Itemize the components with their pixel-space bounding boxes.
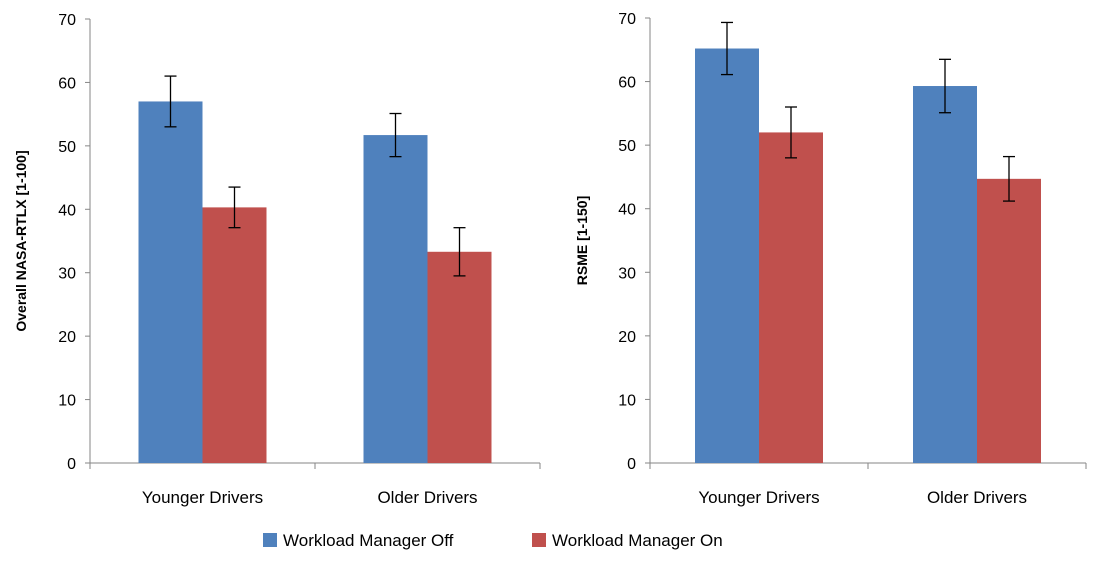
legend-entry: Workload Manager On <box>532 531 723 550</box>
y-tick-label: 40 <box>618 202 636 219</box>
y-tick-label: 30 <box>618 265 636 282</box>
bar <box>759 132 823 463</box>
y-tick-label: 10 <box>58 393 76 410</box>
legend-label: Workload Manager Off <box>283 531 454 550</box>
legend-label: Workload Manager On <box>552 531 723 550</box>
legend-swatch <box>532 533 546 547</box>
y-tick-label: 70 <box>618 11 636 28</box>
y-tick-label: 20 <box>618 329 636 346</box>
bar <box>363 135 428 463</box>
y-axis-label: RSME [1-150] <box>574 196 590 285</box>
bar <box>913 86 977 464</box>
legend-entry: Workload Manager Off <box>263 531 454 550</box>
y-tick-label: 30 <box>58 266 76 283</box>
bar <box>977 178 1041 464</box>
chart-rsme: 0 10 20 30 40 50 60 70 Younger Drivers Older Driv… <box>574 11 1087 507</box>
y-tick-label: 50 <box>618 138 636 155</box>
y-tick-label: 20 <box>58 329 76 346</box>
y-tick-label: 50 <box>58 139 76 156</box>
y-tick-label: 40 <box>58 202 76 219</box>
y-tick-label: 10 <box>618 392 636 409</box>
chart-legend: Workload Manager Off Workload Manager On <box>263 531 723 550</box>
bar <box>138 101 203 463</box>
y-tick-label: 60 <box>58 75 76 92</box>
y-tick-label: 60 <box>618 75 636 92</box>
chart-nasa-rtlx: 0 10 20 30 40 50 60 70 Younger Drivers Older Driv… <box>13 12 541 507</box>
y-tick-label: 70 <box>58 12 76 29</box>
bar <box>202 207 267 463</box>
bar <box>427 251 492 463</box>
y-axis-label: Overall NASA-RTLX [1-100] <box>13 150 29 331</box>
bar <box>695 48 759 464</box>
x-tick-label: Older Drivers <box>927 488 1027 507</box>
y-tick-label: 0 <box>627 456 636 473</box>
x-tick-label: Older Drivers <box>377 488 477 507</box>
legend-swatch <box>263 533 277 547</box>
x-tick-label: Younger Drivers <box>698 488 819 507</box>
y-tick-label: 0 <box>67 456 76 473</box>
x-tick-label: Younger Drivers <box>142 488 263 507</box>
